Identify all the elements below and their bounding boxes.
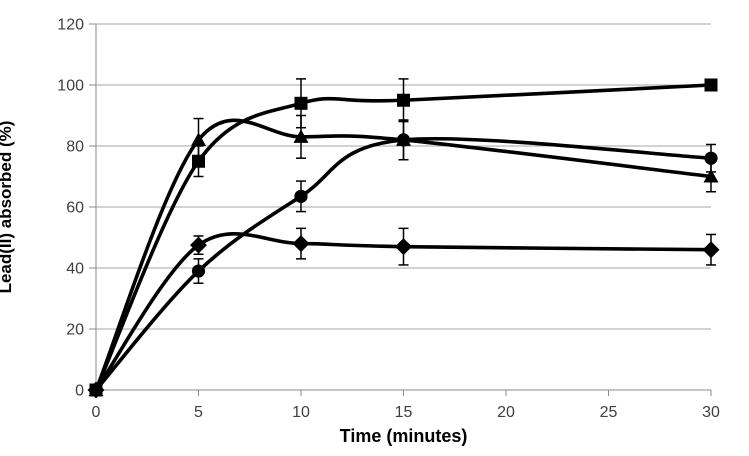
diamonds-marker-x0: [87, 381, 105, 399]
diamonds-marker-x15: [395, 238, 412, 256]
x-tick-label-0: 0: [92, 404, 101, 421]
y-axis-title-text: Lead(II) absorbed (%): [0, 120, 15, 294]
x-tick-label-20: 20: [497, 404, 515, 421]
x-tick-label-5: 5: [194, 404, 203, 421]
y-tick-label-0: 0: [75, 383, 84, 400]
circles-marker-x10: [294, 189, 308, 203]
squares-marker-x30: [704, 78, 718, 92]
circles-marker-x15: [396, 133, 411, 147]
x-axis-title: Time (minutes): [339, 426, 468, 446]
triangles-marker-x10: [293, 129, 309, 143]
diamonds-marker-x30: [702, 241, 720, 259]
y-tick-label-80: 80: [66, 139, 84, 156]
circles-line: [94, 136, 713, 392]
triangles-marker-x30: [703, 169, 719, 183]
y-tick-label-60: 60: [66, 200, 84, 217]
circles-marker-x30: [704, 151, 718, 165]
y-tick-label-120: 120: [57, 17, 84, 34]
triangles-marker-x5: [191, 132, 206, 146]
squares-marker-x15: [397, 93, 410, 107]
x-tick-label-10: 10: [292, 404, 310, 421]
squares-marker-x10: [294, 96, 308, 110]
x-tick-label-25: 25: [600, 404, 618, 421]
y-tick-label-100: 100: [57, 78, 84, 95]
x-tick-label-15: 15: [395, 404, 413, 421]
y-tick-label-40: 40: [66, 261, 84, 278]
diamonds-marker-x5: [190, 236, 207, 254]
diamonds-marker-x10: [292, 235, 310, 253]
y-tick-label-20: 20: [66, 322, 84, 339]
squares-marker-x5: [192, 154, 205, 168]
x-tick-label-30: 30: [702, 404, 720, 421]
diamonds-line: [94, 232, 713, 392]
circles-marker-x5: [191, 264, 206, 278]
